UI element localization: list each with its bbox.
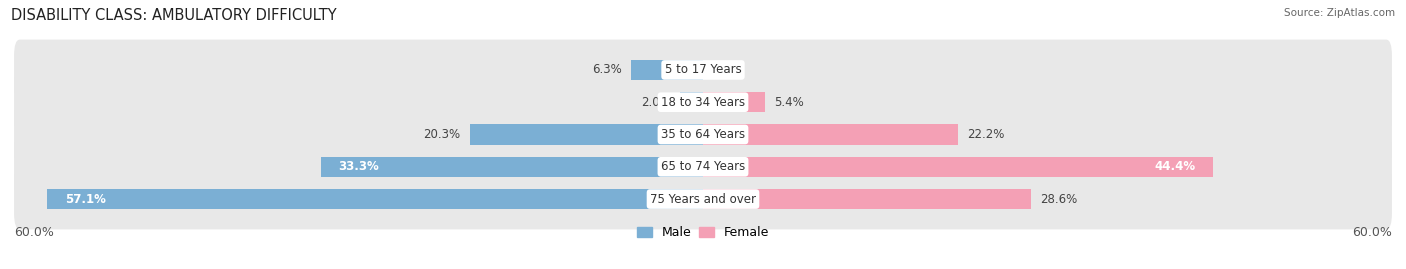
Text: 20.3%: 20.3% bbox=[423, 128, 461, 141]
Text: 28.6%: 28.6% bbox=[1040, 193, 1078, 206]
Bar bbox=[48, 189, 703, 209]
Bar bbox=[703, 125, 957, 144]
FancyBboxPatch shape bbox=[14, 136, 1392, 197]
Text: Source: ZipAtlas.com: Source: ZipAtlas.com bbox=[1284, 8, 1395, 18]
Text: 2.0%: 2.0% bbox=[641, 96, 671, 109]
FancyBboxPatch shape bbox=[14, 40, 1392, 100]
Text: 65 to 74 Years: 65 to 74 Years bbox=[661, 160, 745, 173]
Bar bbox=[703, 157, 1213, 177]
FancyBboxPatch shape bbox=[14, 169, 1392, 229]
Text: 57.1%: 57.1% bbox=[65, 193, 105, 206]
FancyBboxPatch shape bbox=[14, 104, 1392, 165]
Text: 35 to 64 Years: 35 to 64 Years bbox=[661, 128, 745, 141]
Text: 0.0%: 0.0% bbox=[713, 63, 742, 76]
Text: 5 to 17 Years: 5 to 17 Years bbox=[665, 63, 741, 76]
Text: 60.0%: 60.0% bbox=[1353, 226, 1392, 239]
Text: 22.2%: 22.2% bbox=[967, 128, 1004, 141]
Text: 75 Years and over: 75 Years and over bbox=[650, 193, 756, 206]
Bar bbox=[321, 157, 703, 177]
Text: 33.3%: 33.3% bbox=[337, 160, 378, 173]
Text: DISABILITY CLASS: AMBULATORY DIFFICULTY: DISABILITY CLASS: AMBULATORY DIFFICULTY bbox=[11, 8, 337, 23]
Legend: Male, Female: Male, Female bbox=[631, 221, 775, 245]
Bar bbox=[631, 60, 703, 80]
Text: 60.0%: 60.0% bbox=[14, 226, 53, 239]
Bar bbox=[703, 189, 1032, 209]
FancyBboxPatch shape bbox=[14, 72, 1392, 133]
Text: 18 to 34 Years: 18 to 34 Years bbox=[661, 96, 745, 109]
Bar bbox=[703, 92, 765, 112]
Text: 44.4%: 44.4% bbox=[1154, 160, 1195, 173]
Text: 5.4%: 5.4% bbox=[775, 96, 804, 109]
Bar bbox=[681, 92, 703, 112]
Text: 6.3%: 6.3% bbox=[592, 63, 621, 76]
Bar bbox=[470, 125, 703, 144]
